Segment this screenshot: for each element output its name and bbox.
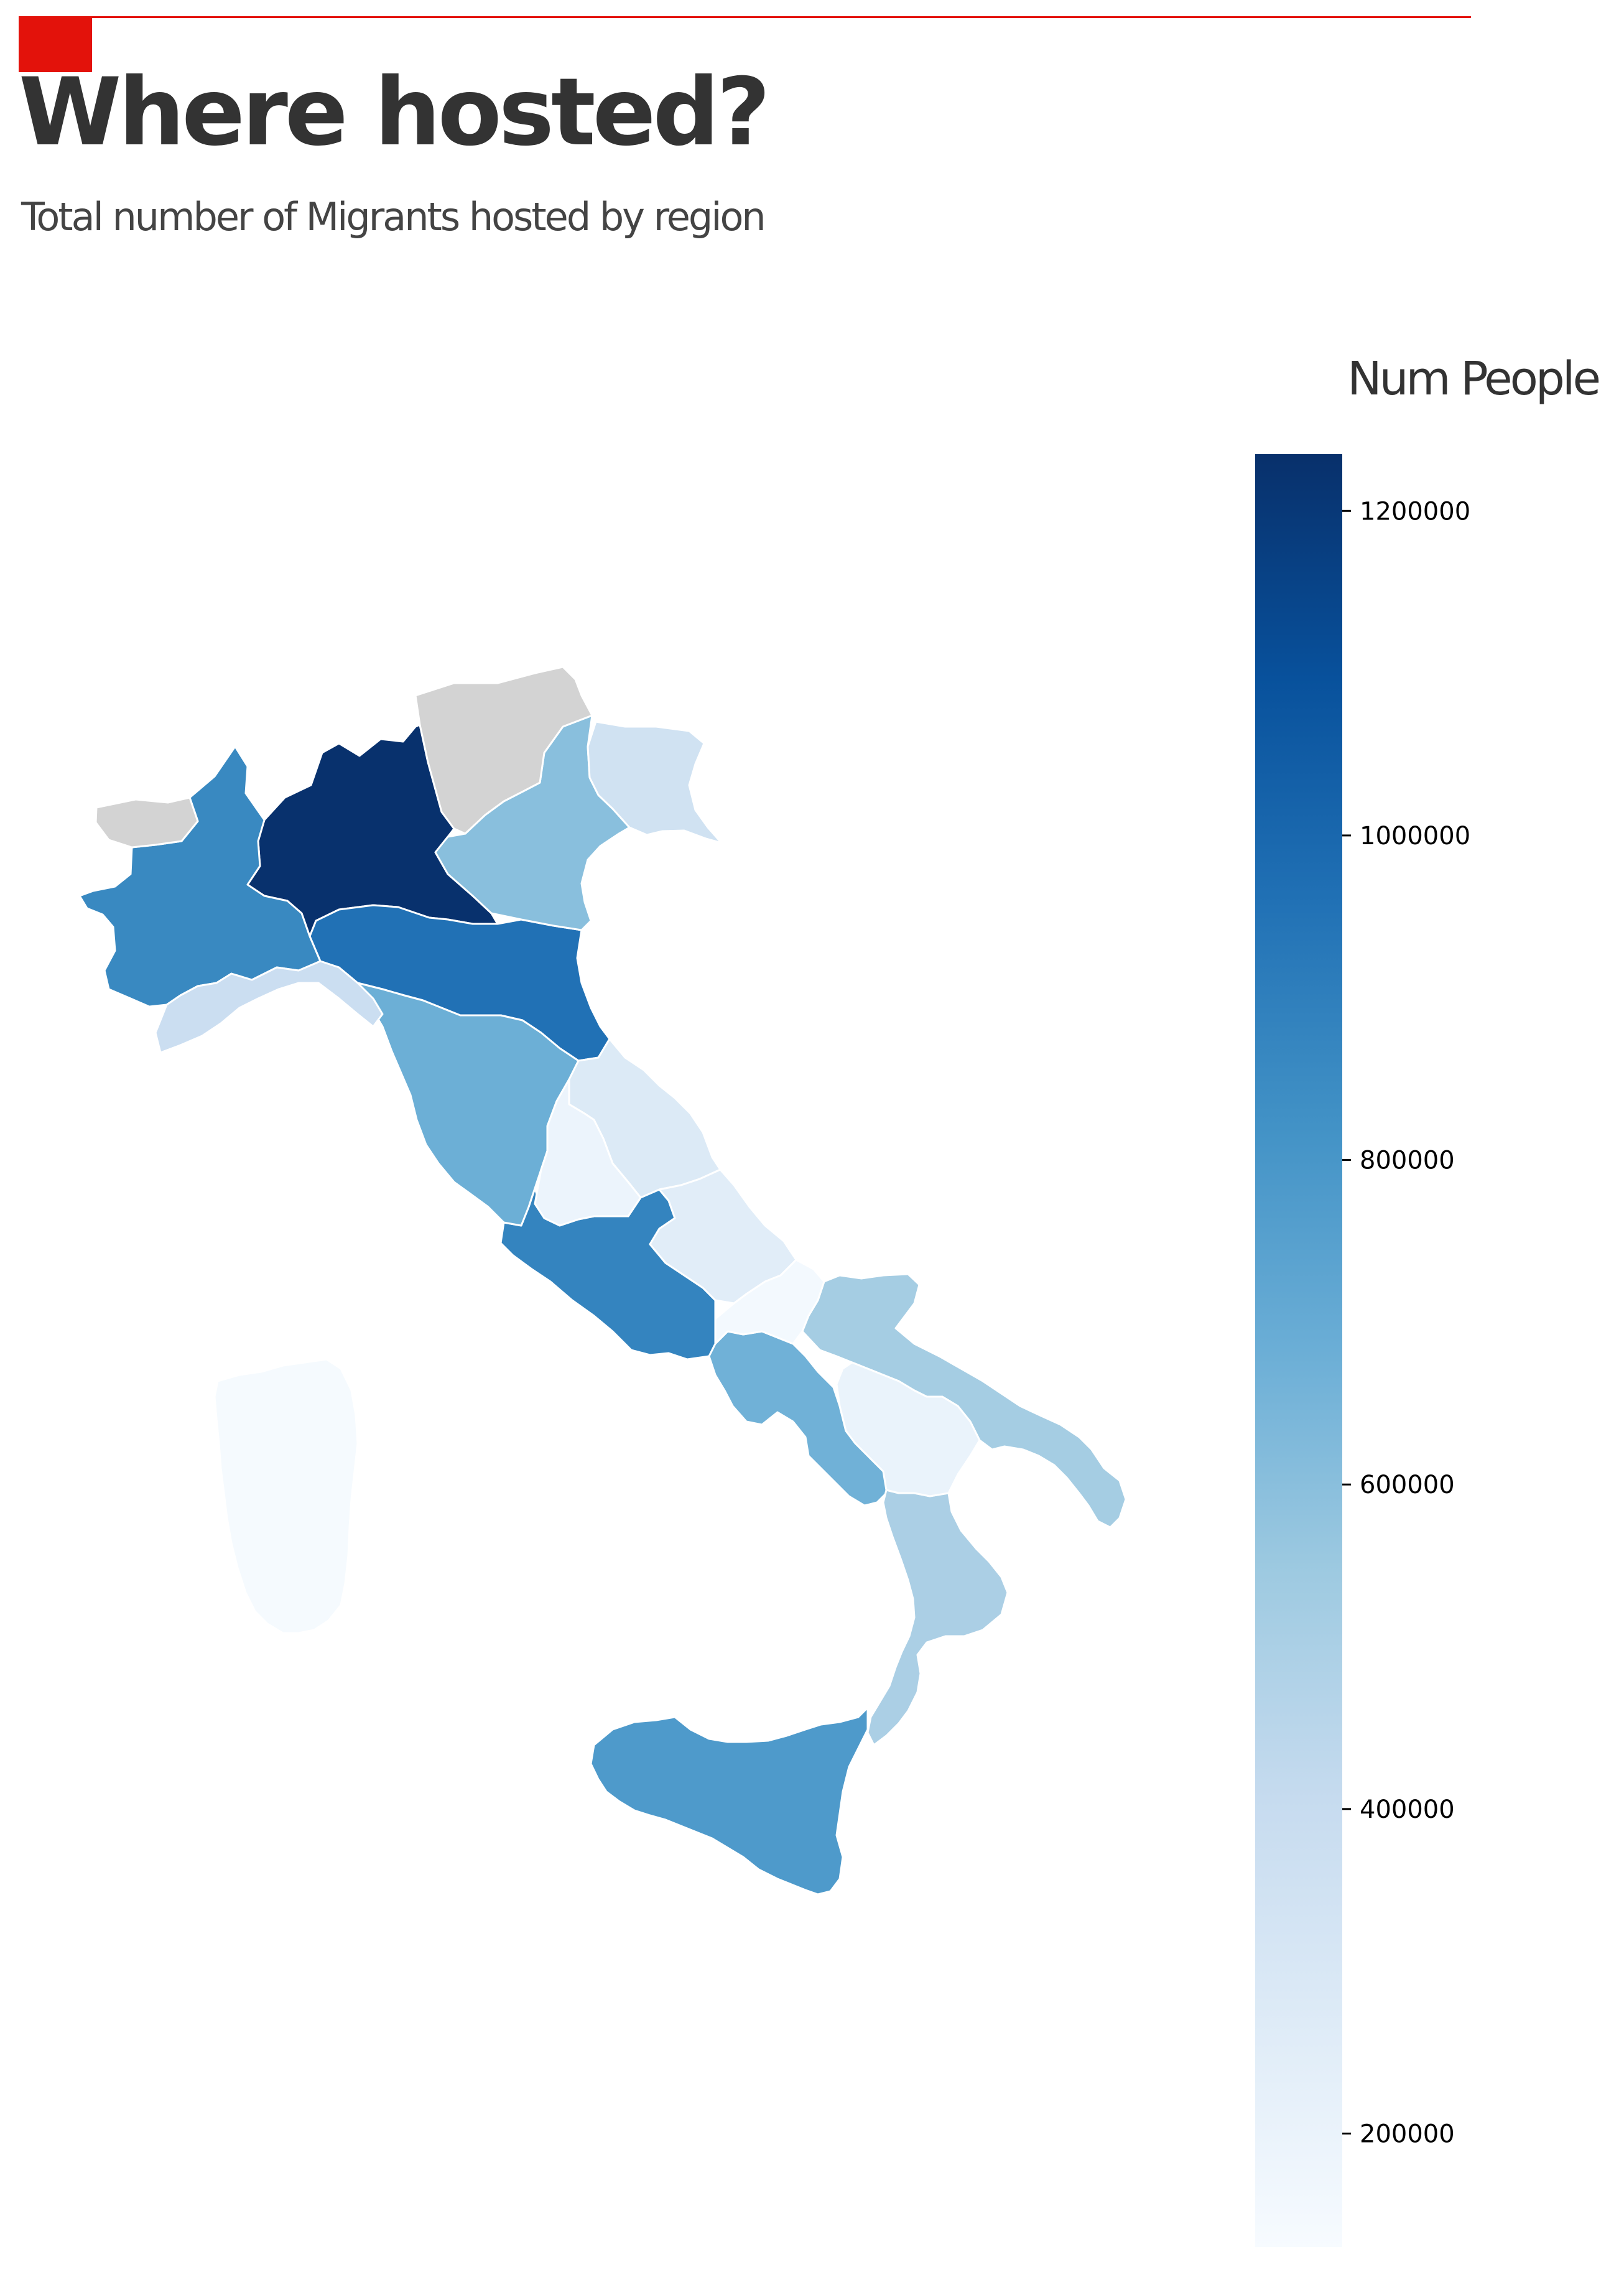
header-rule [19, 16, 1471, 18]
region-liguria [154, 960, 384, 1054]
region-trentino-alto-adige [414, 666, 593, 835]
colorbar-tick-label: 1200000 [1360, 497, 1470, 526]
colorbar-title: Num People [1347, 352, 1601, 406]
region-basilicata [835, 1361, 981, 1497]
region-friuli-venezia-giulia [587, 720, 723, 844]
colorbar-tick-label: 1000000 [1360, 822, 1470, 850]
colorbar-gradient [1255, 454, 1342, 2247]
region-molise [714, 1259, 825, 1345]
colorbar-tick-label: 800000 [1360, 1147, 1455, 1175]
region-sicilia [590, 1706, 869, 1896]
region-sardegna [213, 1358, 359, 1634]
map-subtitle: Total number of Migrants hosted by regio… [21, 194, 766, 240]
regions-layer [78, 666, 1127, 1896]
region-calabria [866, 1489, 1009, 1746]
colorbar-tick-label: 200000 [1360, 2120, 1455, 2148]
colorbar-tick-label: 600000 [1360, 1471, 1455, 1499]
region-valle-d-aosta [95, 796, 199, 849]
map-title: Where hosted? [19, 58, 771, 167]
colorbar-tick-label: 400000 [1360, 1795, 1455, 1824]
region-umbria [534, 1078, 642, 1227]
colorbar: 1200000 1000000 800000 600000 400000 200000 [1255, 454, 1470, 2247]
header-accent-box [19, 17, 92, 72]
